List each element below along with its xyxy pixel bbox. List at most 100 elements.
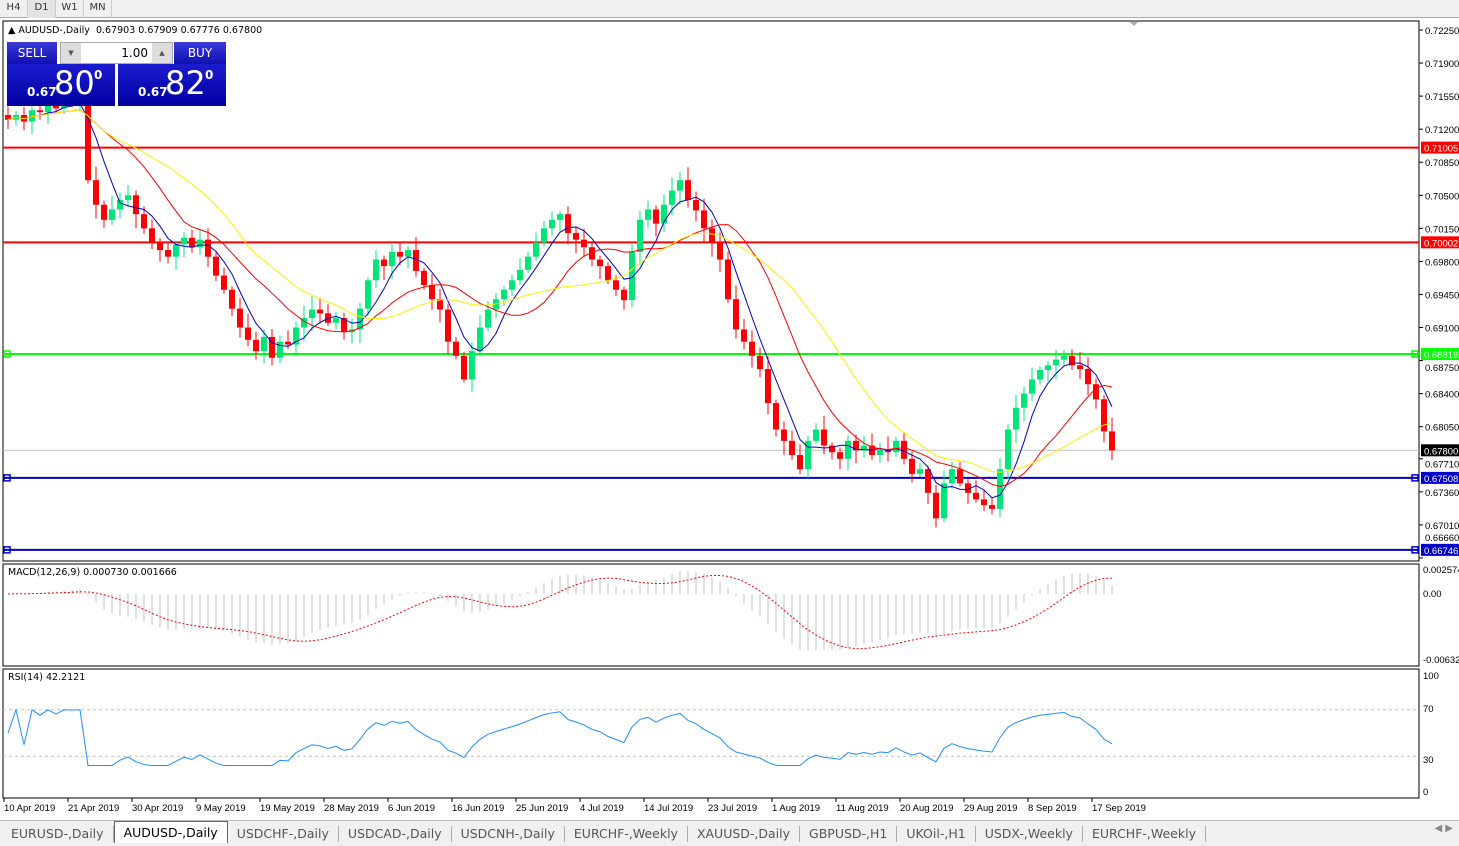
candle-body <box>861 445 867 451</box>
candle-body <box>621 289 627 301</box>
buy-button[interactable]: BUY <box>174 42 226 64</box>
candle-body <box>821 429 827 446</box>
candle-body <box>397 251 403 257</box>
candle-body <box>309 309 315 319</box>
lot-increase-icon[interactable]: ▲ <box>152 43 172 63</box>
candle-body <box>933 492 939 519</box>
candle-body <box>525 256 531 270</box>
candle-body <box>629 251 635 301</box>
lot-size-input[interactable]: ▼ 1.00 ▲ <box>60 42 173 64</box>
candle-body <box>685 180 691 201</box>
buy-price-box[interactable]: 0.67 82 0 <box>118 64 226 106</box>
candle-body <box>749 341 755 356</box>
chart-tab[interactable]: EURCHF-,Weekly <box>565 825 688 842</box>
candle-body <box>341 318 347 333</box>
current-price-tag <box>1421 444 1459 457</box>
candle-body <box>461 355 467 380</box>
buy-price-main: 82 <box>165 64 206 102</box>
timeframe-mn[interactable]: MN <box>84 0 112 18</box>
timeframe-d1[interactable]: D1 <box>28 0 56 18</box>
price-axis-label: 0.71200 <box>1425 125 1459 136</box>
candle-body <box>29 110 35 122</box>
price-axis-label: 0.67710 <box>1425 459 1459 470</box>
candle-body <box>501 289 507 300</box>
chart-tab[interactable]: USDCHF-,Daily <box>228 825 339 842</box>
line-handle-right[interactable] <box>1411 350 1419 358</box>
candle-body <box>365 280 371 309</box>
price-chart[interactable]: 0.72250 0.71900 0.71550 0.71200 0.70850 0.705… <box>0 0 1459 820</box>
line-handle-right[interactable] <box>1411 474 1419 482</box>
macd-pane-border <box>2 563 1420 667</box>
candle-body <box>437 299 443 310</box>
rsi-label: RSI(14) 42.2121 <box>8 672 86 683</box>
chart-tab[interactable]: EURCHF-,Weekly <box>1083 825 1206 842</box>
candle-body <box>805 440 811 470</box>
chart-tab[interactable]: USDCNH-,Daily <box>452 825 565 842</box>
price-axis-label: 0.66660 <box>1425 533 1459 544</box>
chart-tab[interactable]: USDX-,Weekly <box>976 825 1083 842</box>
timeframe-toolbar: H4 D1 W1 MN <box>0 0 1459 18</box>
candle-body <box>181 237 187 245</box>
chart-shift-marker-icon[interactable] <box>1130 22 1138 26</box>
candle-body <box>549 219 555 229</box>
date-axis-label: 4 Jul 2019 <box>580 803 624 814</box>
candle-body <box>1109 431 1115 451</box>
candle-body <box>445 309 451 342</box>
price-axis-label: 0.68400 <box>1425 390 1459 401</box>
candle-body <box>133 195 139 215</box>
level-price-tag <box>1421 141 1459 154</box>
candle-body <box>573 233 579 240</box>
chart-tab[interactable]: XAUUSD-,Daily <box>688 825 801 842</box>
chart-info: ▲ AUDUSD-,Daily 0.67903 0.67909 0.67776 … <box>8 25 262 36</box>
candle-body <box>661 204 667 224</box>
chart-tab[interactable]: UKOil-,H1 <box>897 825 976 842</box>
chart-tabs: EURUSD-,Daily AUDUSD-,Daily USDCHF-,Daily U… <box>0 820 1459 846</box>
chart-tab[interactable]: USDCAD-,Daily <box>339 825 452 842</box>
candle-body <box>245 327 251 340</box>
candle-body <box>405 250 411 257</box>
sell-button[interactable]: SELL <box>7 42 57 64</box>
symbol-label: AUDUSD-,Daily <box>18 25 90 36</box>
one-click-trading-panel: SELL ▼ 1.00 ▲ BUY 0.67 80 0 0.67 82 0 <box>7 42 226 106</box>
level-price-tag <box>1421 543 1459 556</box>
timeframe-h4[interactable]: H4 <box>0 0 28 18</box>
candle-body <box>301 318 307 328</box>
tab-scroll-arrows-icon[interactable]: ◀ ▶ <box>1434 823 1453 834</box>
ma-fast-line <box>7 102 1113 499</box>
candle-body <box>381 259 387 267</box>
candle-body <box>965 483 971 493</box>
chart-tab[interactable]: EURUSD-,Daily <box>2 825 114 842</box>
chart-tab[interactable]: GBPUSD-,H1 <box>800 825 898 842</box>
candle-body <box>533 242 539 257</box>
candle-body <box>389 251 395 267</box>
rsi-axis-label: 100 <box>1423 671 1439 682</box>
rsi-axis-label: 70 <box>1423 704 1434 715</box>
buy-price-pip: 0 <box>205 68 214 82</box>
candle-body <box>757 355 763 370</box>
ohlc-values: 0.67903 0.67909 0.67776 0.67800 <box>95 25 263 36</box>
level-price-tag <box>1421 348 1459 361</box>
chart-tab[interactable]: AUDUSD-,Daily <box>113 820 228 843</box>
line-handle-left[interactable] <box>3 546 11 554</box>
line-handle-left[interactable] <box>3 350 11 358</box>
lot-decrease-icon[interactable]: ▼ <box>61 43 81 63</box>
candle-body <box>453 341 459 356</box>
candle-body <box>261 336 267 352</box>
candle-body <box>925 469 931 493</box>
line-handle-left[interactable] <box>3 474 11 482</box>
line-handle-right[interactable] <box>1411 546 1419 554</box>
candle-body <box>173 244 179 257</box>
sell-price-box[interactable]: 0.67 80 0 <box>7 64 115 106</box>
candle-body <box>1045 365 1051 371</box>
candle-body <box>917 469 923 474</box>
timeframe-w1[interactable]: W1 <box>56 0 84 18</box>
date-axis-label: 20 Aug 2019 <box>900 803 953 814</box>
collapse-triangle-icon[interactable]: ▲ <box>8 25 16 36</box>
lot-value[interactable]: 1.00 <box>121 46 148 60</box>
candle-body <box>357 308 363 330</box>
candle-body <box>37 110 43 113</box>
candle-body <box>725 259 731 300</box>
macd-label: MACD(12,26,9) 0.000730 0.001666 <box>8 567 177 578</box>
candle-body <box>53 105 59 109</box>
date-axis-label: 29 Aug 2019 <box>964 803 1017 814</box>
